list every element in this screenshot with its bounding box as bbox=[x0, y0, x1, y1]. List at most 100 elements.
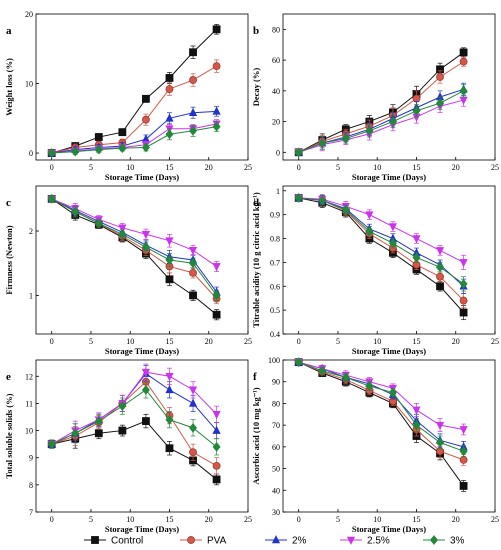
legend-label: PVA bbox=[207, 536, 227, 547]
data-point bbox=[459, 259, 468, 268]
y-tick-label: 40 bbox=[272, 87, 280, 96]
series-line bbox=[51, 380, 217, 467]
series-3% bbox=[294, 84, 468, 158]
plot-frame bbox=[282, 13, 496, 161]
data-point bbox=[188, 386, 198, 395]
series-line bbox=[51, 420, 217, 480]
y-tick-label: 8 bbox=[29, 481, 33, 490]
y-tick-label: 0.4 bbox=[270, 330, 280, 339]
x-tick-label: 0 bbox=[50, 163, 54, 172]
data-point bbox=[318, 195, 327, 206]
data-point bbox=[212, 106, 221, 115]
y-tick-label: 9 bbox=[29, 454, 33, 463]
panel-b: 0 5 10 15 20 25 0 20 40 60 80 Storage Time (Days) De… bbox=[251, 13, 499, 182]
y-tick-label: 80 bbox=[272, 399, 280, 408]
panel-letter: f bbox=[253, 371, 257, 383]
data-point bbox=[412, 252, 421, 263]
x-tick-label: 5 bbox=[89, 163, 93, 172]
data-point bbox=[142, 115, 150, 124]
y-axis-label: Firmness (Newton) bbox=[4, 225, 14, 294]
y-axis-label: Decay (%) bbox=[251, 68, 261, 107]
data-point bbox=[141, 230, 151, 240]
x-axis-label: Storage Time (Days) bbox=[352, 524, 426, 534]
data-point bbox=[94, 144, 103, 155]
x-tick-label: 25 bbox=[491, 337, 499, 346]
data-point bbox=[388, 387, 397, 398]
y-axis-label: Total soluble solids (%) bbox=[4, 393, 14, 478]
series-line bbox=[298, 61, 464, 153]
x-tick-label: 10 bbox=[126, 337, 134, 346]
data-point bbox=[188, 398, 198, 407]
y-tick-label: 0.8 bbox=[270, 235, 280, 244]
series-line bbox=[51, 198, 217, 293]
data-point bbox=[341, 372, 350, 383]
legend-item: PVA bbox=[180, 536, 227, 547]
legend-marker bbox=[91, 536, 99, 544]
data-point bbox=[459, 296, 468, 305]
data-point bbox=[47, 148, 56, 158]
data-point bbox=[318, 365, 327, 376]
data-point bbox=[365, 226, 374, 237]
y-tick-label: 30 bbox=[272, 508, 280, 517]
data-point bbox=[94, 429, 103, 438]
x-tick-label: 0 bbox=[50, 515, 54, 524]
data-point bbox=[459, 85, 468, 96]
data-point bbox=[459, 278, 468, 289]
data-point bbox=[365, 125, 374, 136]
y-tick-label: 7 bbox=[29, 508, 33, 517]
x-axis-label: Storage Time (Days) bbox=[105, 172, 179, 182]
plot-frame bbox=[282, 359, 496, 513]
x-axis-label: Storage Time (Days) bbox=[105, 346, 179, 356]
y-tick-label: 0.9 bbox=[270, 211, 280, 220]
series-3% bbox=[47, 193, 221, 301]
data-point bbox=[212, 263, 221, 272]
series-line bbox=[51, 126, 217, 154]
x-tick-label: 20 bbox=[452, 515, 460, 524]
x-tick-label: 0 bbox=[297, 337, 301, 346]
x-tick-label: 10 bbox=[126, 163, 134, 172]
series-line bbox=[298, 99, 464, 153]
x-tick-label: 0 bbox=[297, 515, 301, 524]
data-point bbox=[141, 142, 150, 153]
x-tick-label: 15 bbox=[165, 337, 173, 346]
data-point bbox=[412, 235, 421, 244]
data-point bbox=[294, 357, 303, 368]
series-Control bbox=[47, 24, 221, 157]
data-point bbox=[212, 410, 221, 420]
x-tick-label: 5 bbox=[336, 163, 340, 172]
legend-marker bbox=[271, 535, 281, 544]
y-tick-label: 10 bbox=[25, 427, 33, 436]
legend-item: 2.5% bbox=[340, 536, 390, 547]
data-point bbox=[212, 290, 221, 301]
data-point bbox=[118, 128, 127, 137]
data-point bbox=[165, 414, 174, 425]
data-point bbox=[165, 372, 174, 382]
x-tick-label: 5 bbox=[89, 337, 93, 346]
panel-c: 0 5 10 15 20 25 1 2 Storage Time (Days) Firmness … bbox=[4, 185, 252, 356]
data-point bbox=[118, 229, 127, 240]
data-point bbox=[436, 437, 445, 448]
series-line bbox=[298, 361, 464, 461]
legend: Control PVA 2% 2.5% 3% bbox=[84, 535, 465, 547]
data-point bbox=[412, 105, 421, 116]
x-tick-label: 15 bbox=[412, 163, 420, 172]
data-point bbox=[47, 439, 56, 450]
plot-frame bbox=[282, 185, 496, 335]
x-axis-label: Storage Time (Days) bbox=[105, 524, 179, 534]
data-point bbox=[365, 211, 374, 220]
y-tick-label: 100 bbox=[268, 356, 280, 365]
y-tick-label: 60 bbox=[272, 56, 280, 65]
x-tick-label: 20 bbox=[452, 163, 460, 172]
series-Control bbox=[294, 194, 468, 321]
x-tick-label: 15 bbox=[165, 163, 173, 172]
y-tick-label: 0 bbox=[276, 148, 280, 157]
x-tick-label: 0 bbox=[50, 337, 54, 346]
data-point bbox=[189, 291, 197, 300]
y-tick-label: 10 bbox=[25, 80, 33, 89]
data-point bbox=[459, 482, 468, 490]
legend-marker bbox=[187, 536, 195, 544]
y-tick-label: 0.7 bbox=[270, 258, 280, 267]
legend-marker bbox=[346, 536, 356, 545]
data-point bbox=[212, 310, 221, 319]
